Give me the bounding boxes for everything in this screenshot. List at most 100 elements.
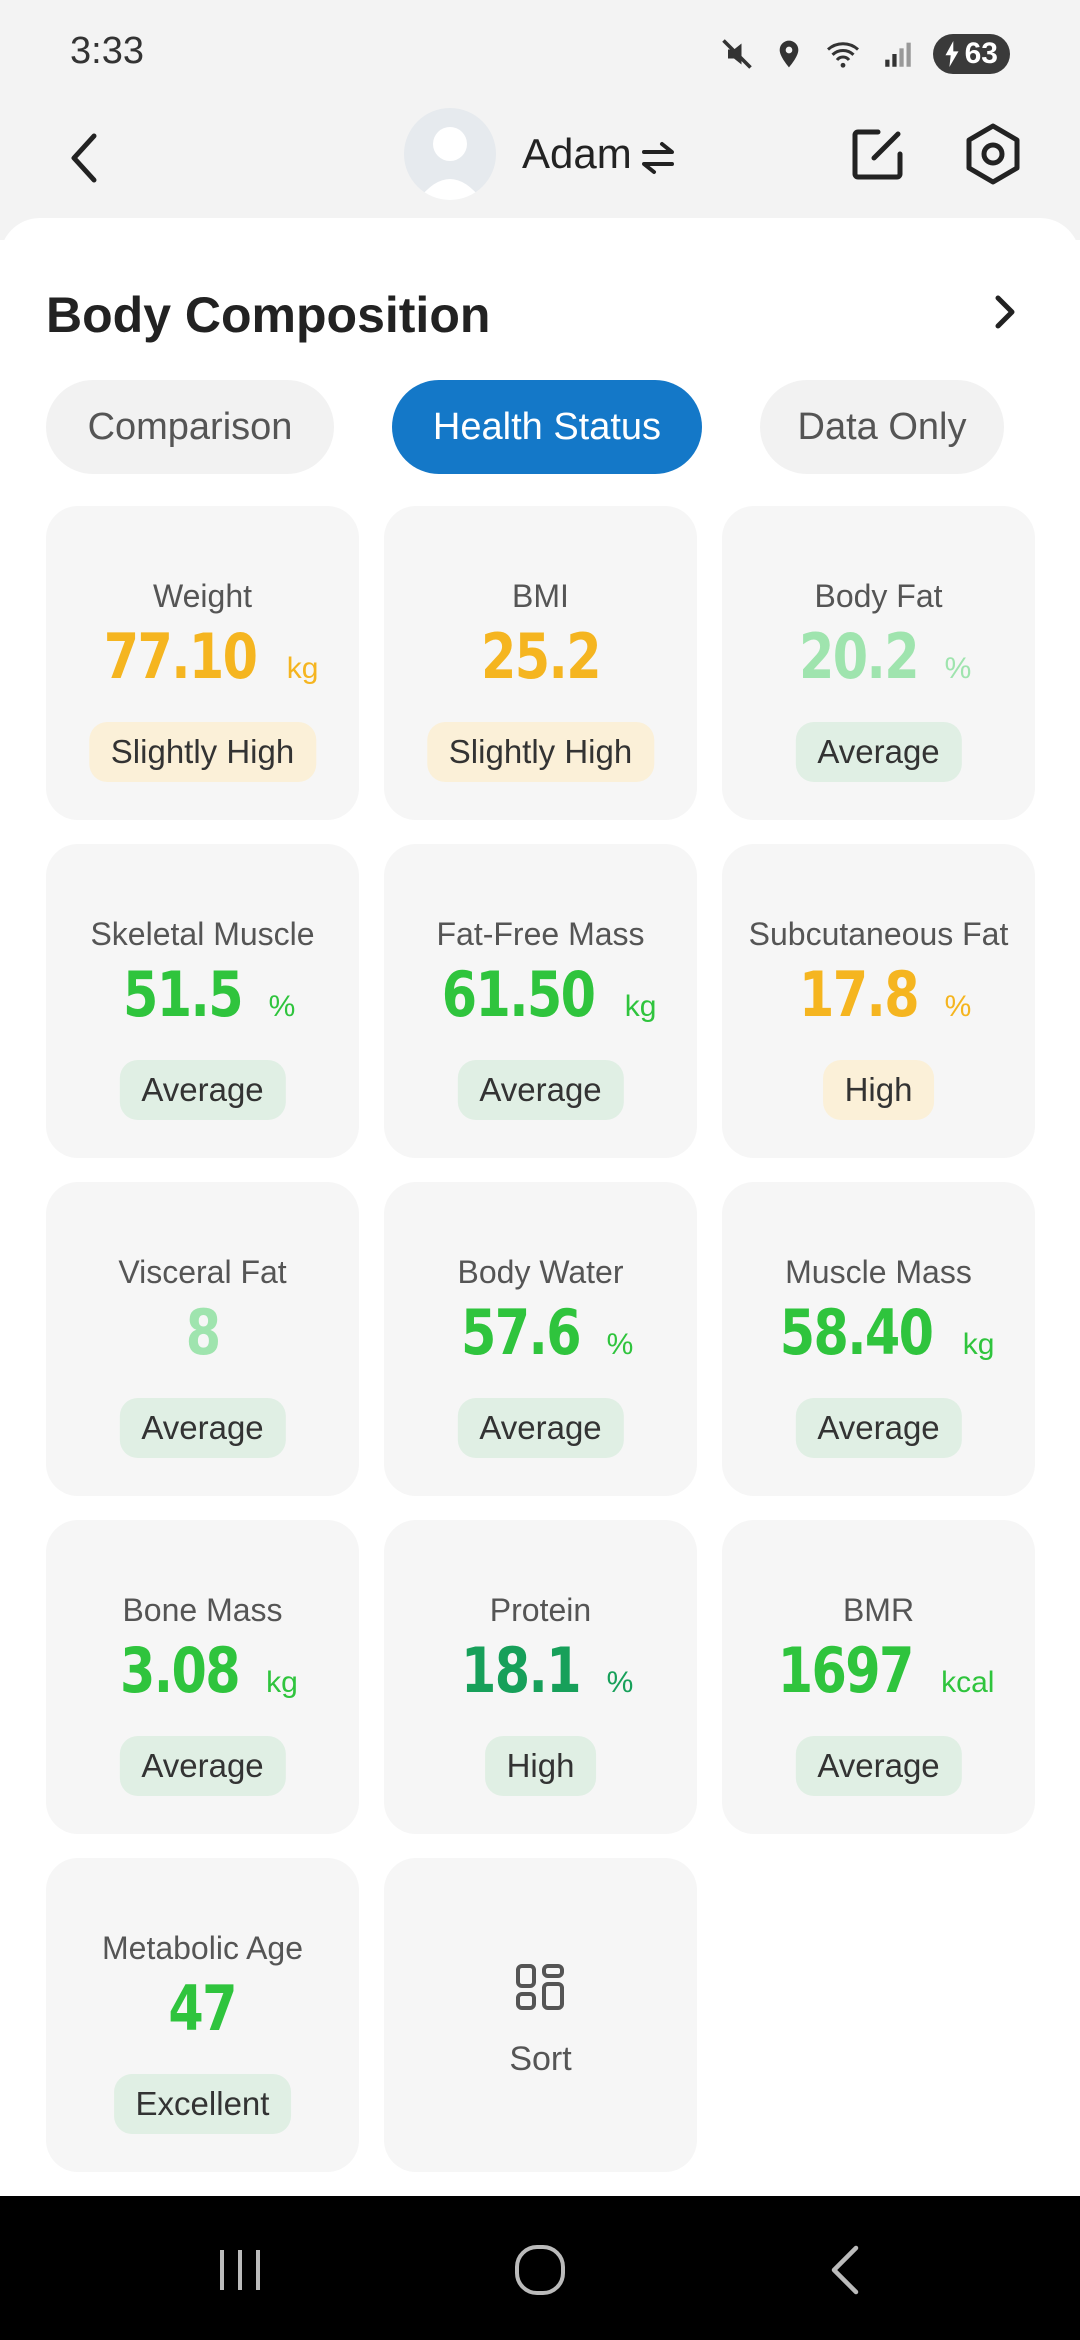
metric-card[interactable]: Body Water 57.6% Average <box>384 1182 697 1496</box>
metric-card[interactable]: Subcutaneous Fat 17.8% High <box>722 844 1035 1158</box>
wifi-icon <box>823 36 863 72</box>
metric-status-badge: Average <box>457 1398 624 1458</box>
metric-unit: kg <box>962 1328 995 1361</box>
metric-value: 3.08 <box>120 1634 241 1707</box>
metric-card[interactable]: BMI 25.2 Slightly High <box>384 506 697 820</box>
metric-value-row: 57.6% <box>384 1296 697 1376</box>
metric-unit: % <box>268 990 296 1023</box>
metric-card[interactable]: Protein 18.1% High <box>384 1520 697 1834</box>
recents-icon <box>220 2250 260 2290</box>
metric-label: Body Water <box>457 1254 624 1290</box>
metric-label: Protein <box>489 1592 592 1628</box>
signal-icon <box>881 36 915 72</box>
metric-status-badge: High <box>822 1060 935 1120</box>
metric-value: 57.6 <box>460 1296 582 1369</box>
status-bar: 3:33 63 <box>0 0 1080 100</box>
metric-unit: kg <box>624 990 657 1023</box>
metric-unit: % <box>606 1666 634 1699</box>
metric-value: 58.40 <box>779 1296 933 1369</box>
settings-button[interactable] <box>962 122 1024 191</box>
metric-value-row: 77.10 kg <box>46 620 359 700</box>
back-nav-icon <box>831 2245 859 2295</box>
metric-unit: kg <box>266 1666 298 1699</box>
metric-card[interactable]: Bone Mass 3.08 kg Average <box>46 1520 359 1834</box>
metric-card[interactable]: Muscle Mass 58.40 kg Average <box>722 1182 1035 1496</box>
metric-label: Skeletal Muscle <box>90 916 315 952</box>
metric-value-row: 17.8% <box>722 958 1035 1038</box>
metric-card[interactable]: Weight 77.10 kg Slightly High <box>46 506 359 820</box>
swap-user-icon[interactable] <box>640 138 676 183</box>
tab-health-status[interactable]: Health Status <box>392 380 702 474</box>
metric-label: Bone Mass <box>122 1592 283 1628</box>
metric-status-badge: Average <box>795 722 962 782</box>
metric-unit: % <box>944 652 972 685</box>
metric-card[interactable]: Skeletal Muscle 51.5% Average <box>46 844 359 1158</box>
metric-status-badge: Average <box>795 1736 962 1796</box>
metric-value-row: 20.2% <box>722 620 1035 700</box>
avatar[interactable] <box>404 108 496 200</box>
recents-button[interactable] <box>212 2242 268 2303</box>
metric-value: 25.2 <box>481 620 602 693</box>
metric-value: 77.10 <box>103 620 257 693</box>
metric-status-badge: Average <box>119 1398 286 1458</box>
section-arrow-button[interactable] <box>990 292 1020 337</box>
tab-data-only[interactable]: Data Only <box>760 380 1004 474</box>
metric-value-row: 51.5% <box>46 958 359 1038</box>
settings-icon <box>966 123 1020 185</box>
metric-label: Body Fat <box>814 578 943 614</box>
metric-unit: % <box>606 1328 634 1361</box>
metric-value-row: 1697 kcal <box>722 1634 1035 1714</box>
metric-value: 17.8 <box>798 958 920 1031</box>
edit-icon <box>852 129 903 180</box>
sort-icon <box>514 1962 566 2019</box>
metric-status-badge: Average <box>795 1398 962 1458</box>
metric-value-row: 58.40 kg <box>722 1296 1035 1376</box>
metric-value: 20.2 <box>798 620 920 693</box>
metric-status-badge: Excellent <box>113 2074 292 2134</box>
back-icon <box>71 133 97 183</box>
battery-icon: 63 <box>932 34 1010 74</box>
section-title: Body Composition <box>46 287 491 343</box>
edit-button[interactable] <box>848 124 908 189</box>
metric-card[interactable]: Fat-Free Mass 61.50 kg Average <box>384 844 697 1158</box>
metric-card[interactable]: BMR 1697 kcal Average <box>722 1520 1035 1834</box>
home-icon <box>515 2245 565 2295</box>
metric-label: BMR <box>842 1592 915 1628</box>
battery-level: 63 <box>964 37 998 70</box>
metric-card[interactable]: Visceral Fat 8 Average <box>46 1182 359 1496</box>
metric-status-badge: Slightly High <box>426 722 655 782</box>
header: Adam <box>0 100 1080 240</box>
mute-icon <box>719 36 755 72</box>
metric-value: 1697 <box>777 1634 914 1707</box>
metric-value-row: 8 <box>46 1296 359 1376</box>
metric-label: BMI <box>512 578 569 614</box>
metric-status-badge: High <box>484 1736 597 1796</box>
metric-status-badge: Average <box>119 1736 286 1796</box>
location-icon <box>773 36 805 72</box>
metric-card[interactable]: Body Fat 20.2% Average <box>722 506 1035 820</box>
metric-unit: % <box>944 990 972 1023</box>
metric-label: Fat-Free Mass <box>436 916 645 952</box>
chevron-right-icon <box>995 295 1015 329</box>
metric-value: 8 <box>185 1296 221 1369</box>
metric-label: Muscle Mass <box>785 1254 972 1290</box>
metric-card[interactable]: Metabolic Age 47 Excellent <box>46 1858 359 2172</box>
status-time: 3:33 <box>70 30 144 72</box>
metric-value: 51.5 <box>122 958 244 1031</box>
home-button[interactable] <box>512 2242 568 2303</box>
metric-value-row: 18.1% <box>384 1634 697 1714</box>
user-name[interactable]: Adam <box>522 130 632 177</box>
metric-label: Metabolic Age <box>101 1930 303 1966</box>
back-button[interactable] <box>60 128 110 188</box>
metric-value: 61.50 <box>441 958 595 1031</box>
metric-unit: kcal <box>941 1666 995 1699</box>
metric-value-row: 25.2 <box>384 620 697 700</box>
sort-card[interactable]: Sort <box>384 1858 697 2172</box>
metric-value-row: 47 <box>46 1972 359 2052</box>
metric-value-row: 3.08 kg <box>46 1634 359 1714</box>
tab-comparison[interactable]: Comparison <box>46 380 334 474</box>
metric-label: Subcutaneous Fat <box>748 916 1009 952</box>
metric-label: Weight <box>152 578 252 614</box>
back-nav-button[interactable] <box>818 2242 874 2303</box>
metric-value: 47 <box>168 1972 238 2045</box>
